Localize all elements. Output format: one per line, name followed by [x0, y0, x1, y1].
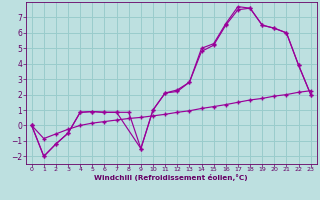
X-axis label: Windchill (Refroidissement éolien,°C): Windchill (Refroidissement éolien,°C)	[94, 174, 248, 181]
